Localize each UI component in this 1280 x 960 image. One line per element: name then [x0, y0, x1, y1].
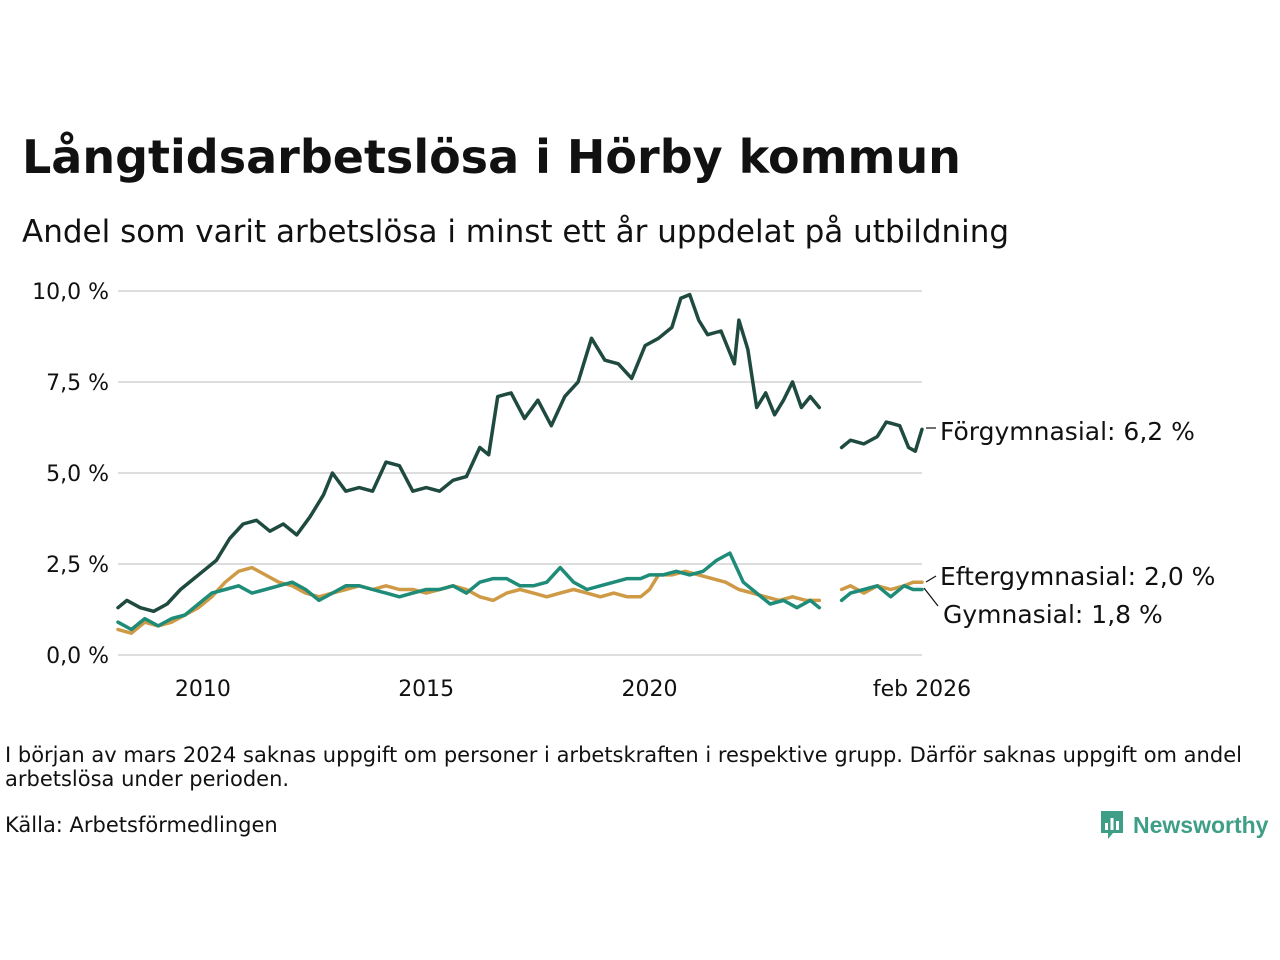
grid-lines: [118, 290, 922, 656]
series-line-eftergymnasial: [116, 565, 822, 635]
series-labels: Förgymnasial: 6,2 % Eftergymnasial: 2,0 %…: [923, 417, 1215, 629]
series-line-förgymnasial: [839, 420, 924, 453]
newsworthy-logo: Newsworthy: [1099, 808, 1268, 842]
label-connector: [925, 575, 937, 583]
series-label-eftergymnasial: Eftergymnasial: 2,0 %: [940, 562, 1215, 591]
series-line-eftergymnasial: [839, 580, 924, 595]
bar-chart-speech-icon: [1101, 811, 1123, 839]
x-tick-label: 2015: [398, 677, 454, 702]
y-axis: 0,0 % 2,5 % 5,0 % 7,5 % 10,0 %: [32, 280, 109, 669]
chart-title: Långtidsarbetslösa i Hörby kommun: [22, 130, 961, 184]
series-lines: [116, 292, 924, 635]
logo-text: Newsworthy: [1133, 811, 1269, 838]
x-tick-label: feb 2026: [873, 677, 971, 702]
x-tick-label: 2020: [622, 677, 678, 702]
footnote: I början av mars 2024 saknas uppgift om …: [5, 743, 1242, 792]
chart-subtitle: Andel som varit arbetslösa i minst ett å…: [22, 214, 1010, 250]
source-note: Källa: Arbetsförmedlingen: [5, 813, 278, 837]
series-label-gymnasial: Gymnasial: 1,8 %: [943, 600, 1163, 629]
label-connector: [923, 587, 939, 607]
x-axis: 2010 2015 2020 feb 2026: [175, 677, 971, 702]
line-chart: 0,0 % 2,5 % 5,0 % 7,5 % 10,0 % 2010 2015 2020 f…: [32, 280, 1215, 702]
y-tick-label: 5,0 %: [46, 462, 109, 487]
series-line-förgymnasial: [116, 292, 822, 614]
series-line-gymnasial: [116, 551, 822, 632]
x-tick-label: 2010: [175, 677, 231, 702]
series-label-förgymnasial: Förgymnasial: 6,2 %: [940, 417, 1195, 446]
y-tick-label: 2,5 %: [46, 553, 109, 578]
y-tick-label: 7,5 %: [46, 371, 109, 396]
y-tick-label: 10,0 %: [32, 280, 109, 305]
series-line-gymnasial: [839, 584, 924, 603]
y-tick-label: 0,0 %: [46, 644, 109, 669]
